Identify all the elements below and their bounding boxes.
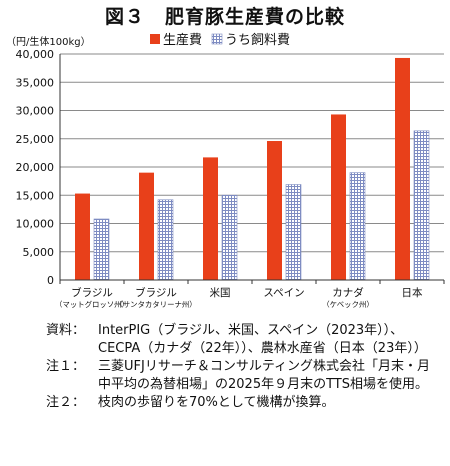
legend-label-production-cost: 生産費: [163, 32, 202, 48]
note-text: InterPIG（ブラジル、米国、スペイン（2023年））、CECPA（カナダ（…: [98, 323, 427, 356]
y-tick-label: 30,000: [16, 105, 55, 118]
y-tick-label: 40,000: [16, 48, 55, 61]
y-tick-label: 0: [47, 274, 54, 287]
note-label: 注２：: [46, 395, 86, 410]
x-tick-sublabel: （ケベック州）: [322, 300, 374, 309]
note-row: 注１： 三菱UFJリサーチ＆コンサルティング株式会社「月末・月中平均の為替相場」の…: [46, 358, 442, 393]
legend-label-feed-cost: うち飼料費: [225, 33, 290, 48]
note-label: 資料：: [46, 323, 86, 338]
x-tick-label: カナダ: [332, 286, 364, 299]
bar-feed-cost: [221, 194, 238, 281]
note-text: 枝肉の歩留りを70%として機構が換算。: [98, 395, 335, 410]
legend: 生産費 うち飼料費: [150, 32, 290, 48]
bar-feed-cost: [413, 130, 430, 281]
x-tick-sublabel: （マットグロッソ州）: [55, 300, 129, 309]
y-tick-label: 20,000: [16, 161, 55, 174]
note-label: 注１：: [46, 359, 86, 374]
bar-feed-cost: [285, 184, 302, 281]
note-text: 三菱UFJリサーチ＆コンサルティング株式会社「月末・月中平均の為替相場」の202…: [98, 359, 431, 392]
y-tick-label: 10,000: [16, 218, 55, 231]
x-tick-label: スペイン: [263, 287, 304, 299]
bar-production-cost: [139, 172, 154, 280]
y-tick-label: 25,000: [16, 133, 55, 146]
y-tick-label: 15,000: [16, 189, 55, 202]
axes: [59, 54, 445, 284]
legend-swatch-production-cost: [150, 34, 160, 44]
x-tick-sublabel: （サンタカタリーナ州）: [115, 300, 196, 309]
bar-chart: 0 5,000 10,000 15,000 20,000 25,000 30,000 35,0…: [6, 32, 445, 309]
y-tick-label: 35,000: [16, 76, 55, 89]
x-tick-labels: ブラジル（マットグロッソ州）ブラジル（サンタカタリーナ州）米国 スペイン カナダ（ケ…: [55, 286, 423, 309]
bar-production-cost: [203, 157, 218, 280]
y-unit-label: （円/生体100kg）: [6, 35, 91, 48]
legend-swatch-feed-cost: [211, 33, 223, 45]
chart-title: 図３ 肥育豚生産費の比較: [104, 6, 345, 28]
y-tick-label: 5,000: [23, 246, 55, 259]
bar-production-cost: [75, 193, 90, 280]
bar-production-cost: [267, 141, 282, 280]
bar-feed-cost: [157, 199, 174, 281]
bar-production-cost: [395, 57, 410, 280]
x-tick-label: 日本: [402, 286, 423, 299]
note-row: 注２： 枝肉の歩留りを70%として機構が換算。: [46, 394, 442, 412]
note-row: 資料： InterPIG（ブラジル、米国、スペイン（2023年））、CECPA（カ…: [46, 322, 442, 357]
bar-production-cost: [331, 114, 346, 280]
x-tick-label: 米国: [210, 286, 231, 299]
bar-feed-cost: [93, 218, 110, 281]
bars: [75, 57, 430, 281]
bar-feed-cost: [349, 172, 366, 281]
x-tick-label: ブラジル: [71, 286, 113, 299]
gridlines: [60, 53, 444, 253]
notes: 資料： InterPIG（ブラジル、米国、スペイン（2023年））、CECPA（カ…: [46, 322, 442, 413]
y-tick-labels: 0 5,000 10,000 15,000 20,000 25,000 30,000 35,0…: [16, 48, 55, 287]
x-tick-label: ブラジル: [135, 286, 177, 299]
